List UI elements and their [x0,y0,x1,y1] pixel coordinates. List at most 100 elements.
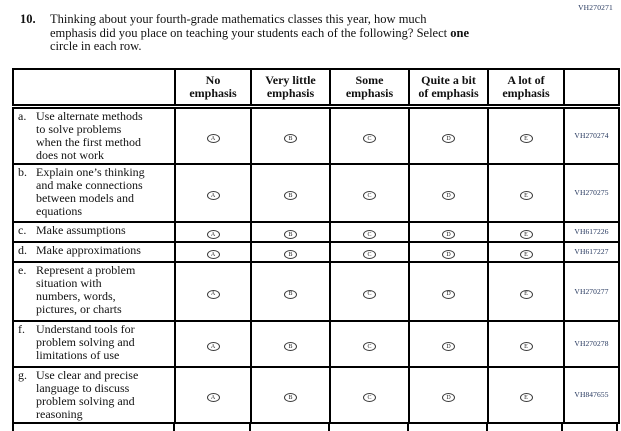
table-row: f. Understand tools for problem solving … [12,319,620,368]
row-code: VH270278 [563,319,620,368]
option-circle-b[interactable]: B [284,191,297,200]
row-code: VH270275 [563,162,620,223]
table-row: e. Represent a problem situation with nu… [12,260,620,322]
option-cell-very-little-emphasis: B [250,162,331,223]
option-circle-b[interactable]: B [284,250,297,259]
option-cell-no-emphasis: A [174,319,252,368]
row-letter: d. [18,242,27,257]
option-circle-b[interactable]: B [284,289,297,299]
question-text: Thinking about your fourth-grade mathema… [50,12,540,54]
row-text: Explain one’s thinking and make connecti… [36,164,145,218]
option-circle-c[interactable]: C [363,250,376,259]
option-circle-e[interactable]: E [519,393,533,402]
table-row: c. Make assumptions A B C D E VH617226 [12,220,620,243]
option-circle-b[interactable]: B [284,342,297,351]
row-letter: e. [18,262,27,277]
row-letter: a. [18,108,27,123]
question-text-end: circle in each row. [50,39,142,53]
table-row: d. Make approximations A B C D E VH61722… [12,240,620,263]
option-circle-d[interactable]: D [442,342,455,351]
page-code: VH270271 [578,3,613,12]
row-code: VH847655 [563,365,620,424]
option-cell-no-emphasis: A [174,260,252,322]
row-code: VH270274 [563,105,620,165]
option-circle-b[interactable]: B [284,134,297,143]
option-cell-quite-a-bit-of-emphasis: D [408,240,489,263]
option-cell-some-emphasis: C [329,105,410,165]
table-row: b. Explain one’s thinking and make conne… [12,162,620,223]
option-circle-a[interactable]: A [206,230,220,239]
option-cell-some-emphasis: C [329,260,410,322]
option-circle-e[interactable]: E [519,250,533,259]
option-circle-e[interactable]: E [519,191,533,200]
row-stem-header [12,68,176,109]
option-circle-a[interactable]: A [206,342,220,351]
option-cell-a-lot-of-emphasis: E [487,260,565,322]
option-circle-b[interactable]: B [284,393,297,402]
option-cell-some-emphasis: C [329,220,410,243]
option-circle-c[interactable]: C [363,134,376,143]
row-text: Make assumptions [36,222,126,237]
option-cell-a-lot-of-emphasis: E [487,365,565,424]
row-letter: f. [18,321,25,336]
option-circle-e[interactable]: E [519,134,533,143]
option-circle-d[interactable]: D [442,191,455,200]
option-cell-very-little-emphasis: B [250,260,331,322]
row-stem-cell: f. Understand tools for problem solving … [12,319,176,368]
option-cell-some-emphasis: C [329,162,410,223]
option-cell-quite-a-bit-of-emphasis: D [408,260,489,322]
row-text: Use clear and precise language to discus… [36,367,139,421]
option-circle-c[interactable]: C [363,393,376,402]
option-cell-very-little-emphasis: B [250,319,331,368]
option-cell-a-lot-of-emphasis: E [487,105,565,165]
option-circle-b[interactable]: B [284,230,297,239]
option-circle-c[interactable]: C [363,230,376,239]
row-letter: b. [18,164,27,179]
row-code: VH617227 [563,240,620,263]
option-circle-e[interactable]: E [519,342,533,351]
option-circle-a[interactable]: A [206,289,220,299]
question-text-start: Thinking about your fourth-grade mathema… [50,12,448,40]
option-circle-c[interactable]: C [363,342,376,351]
question-block: 10. Thinking about your fourth-grade mat… [20,12,540,54]
option-circle-d[interactable]: D [442,289,455,299]
option-circle-e[interactable]: E [519,230,533,239]
option-cell-a-lot-of-emphasis: E [487,240,565,263]
option-cell-no-emphasis: A [174,220,252,243]
option-cell-quite-a-bit-of-emphasis: D [408,162,489,223]
option-circle-d[interactable]: D [442,393,455,402]
row-code: VH270277 [563,260,620,322]
option-cell-no-emphasis: A [174,365,252,424]
option-cell-no-emphasis: A [174,162,252,223]
row-text: Use alternate methods to solve problems … [36,108,143,162]
option-cell-no-emphasis: A [174,240,252,263]
code-column-header [563,68,620,109]
option-circle-d[interactable]: D [442,230,455,239]
option-cell-no-emphasis: A [174,105,252,165]
row-stem-cell: a. Use alternate methods to solve proble… [12,105,176,165]
emphasis-table: No emphasis Very little emphasis Some em… [12,68,620,424]
table-row: g. Use clear and precise language to dis… [12,365,620,424]
option-circle-e[interactable]: E [519,289,533,299]
option-circle-d[interactable]: D [442,250,455,259]
option-cell-quite-a-bit-of-emphasis: D [408,319,489,368]
option-cell-very-little-emphasis: B [250,220,331,243]
option-cell-a-lot-of-emphasis: E [487,162,565,223]
option-circle-a[interactable]: A [206,134,220,143]
column-header-a-lot-of-emphasis: A lot of emphasis [487,68,565,109]
row-letter: g. [18,367,27,382]
option-circle-d[interactable]: D [442,134,455,143]
option-circle-a[interactable]: A [206,393,220,402]
option-circle-a[interactable]: A [206,250,220,259]
option-cell-very-little-emphasis: B [250,240,331,263]
table-cutoff-lines [12,423,618,431]
question-number: 10. [20,12,36,26]
option-circle-c[interactable]: C [363,289,376,299]
option-circle-c[interactable]: C [363,191,376,200]
column-header-no-emphasis: No emphasis [174,68,252,109]
option-cell-quite-a-bit-of-emphasis: D [408,105,489,165]
option-circle-a[interactable]: A [206,191,220,200]
header-row: No emphasis Very little emphasis Some em… [12,68,620,109]
column-header-very-little-emphasis: Very little emphasis [250,68,331,109]
option-cell-quite-a-bit-of-emphasis: D [408,365,489,424]
